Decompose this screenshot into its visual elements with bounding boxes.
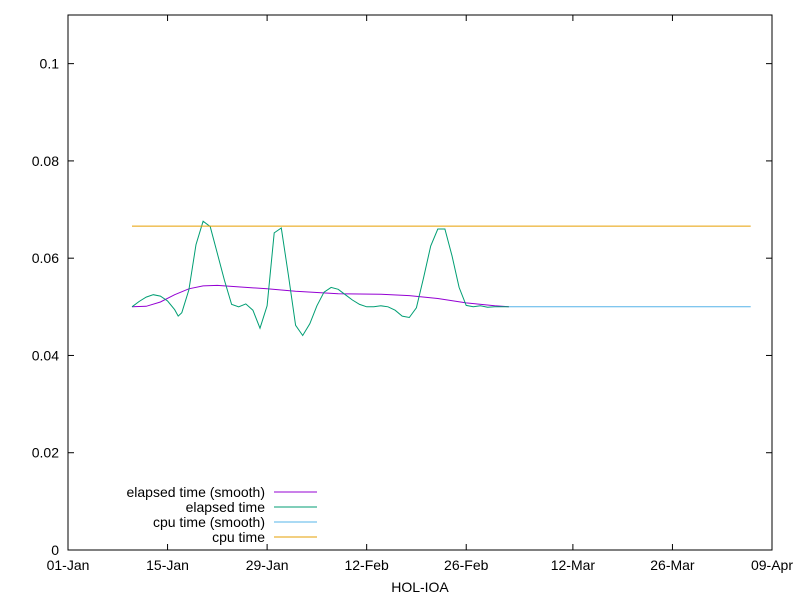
x-tick-label: 26-Feb	[444, 557, 489, 573]
y-tick-label: 0.02	[32, 445, 59, 461]
axes-layer: 0 0.02 0.04 0.06 0.08 0.1 01-Jan 15-Jan 29-Jan 12…	[32, 14, 793, 573]
series-line-0	[131, 284, 509, 308]
legend-label: elapsed time (smooth)	[126, 484, 265, 500]
y-tick-label: 0	[51, 542, 59, 558]
series-layer	[131, 220, 751, 337]
plot-border	[67, 14, 773, 551]
y-tick-label: 0.06	[32, 250, 59, 266]
y-tick-label: 0.1	[40, 56, 60, 72]
legend-label: elapsed time	[186, 499, 266, 515]
y-tick-label: 0.08	[32, 153, 59, 169]
x-tick-label: 09-Apr	[751, 557, 793, 573]
x-tick-label: 26-Mar	[650, 557, 695, 573]
x-axis-label: HOL-IOA	[391, 579, 449, 595]
series-line-1	[131, 220, 509, 337]
x-tick-label: 12-Feb	[344, 557, 389, 573]
x-tick-label: 01-Jan	[47, 557, 90, 573]
legend-label: cpu time (smooth)	[153, 514, 265, 530]
y-tick-label: 0.04	[32, 347, 59, 363]
x-tick-label: 12-Mar	[551, 557, 596, 573]
x-tick-label: 29-Jan	[246, 557, 289, 573]
legend-label: cpu time	[212, 529, 265, 545]
x-tick-label: 15-Jan	[146, 557, 189, 573]
